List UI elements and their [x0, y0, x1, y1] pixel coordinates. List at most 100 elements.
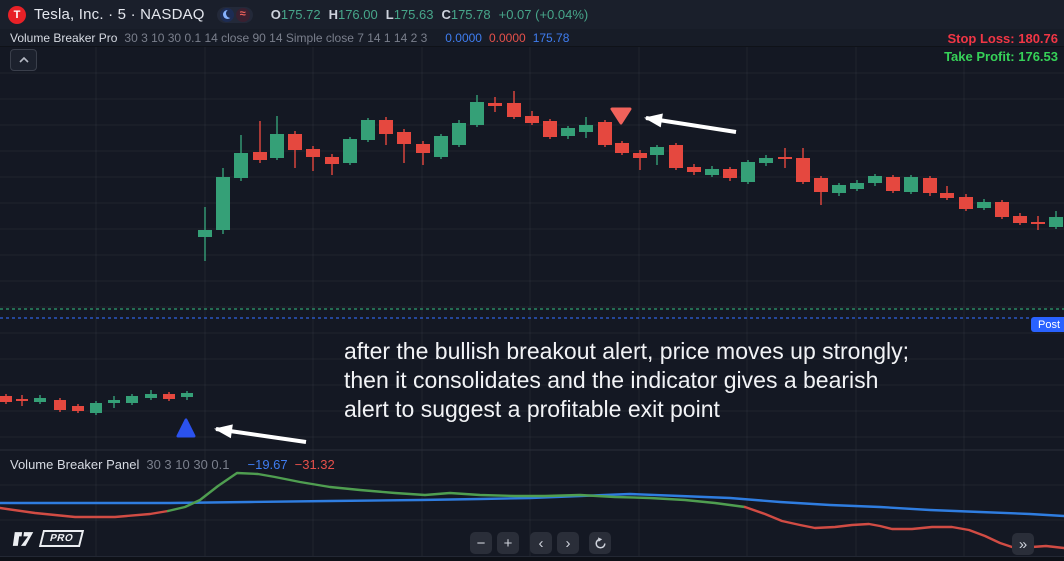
low-label: L [385, 7, 394, 22]
candle-body [940, 193, 954, 198]
reset-chart-button[interactable] [589, 532, 611, 554]
candle-body [687, 167, 701, 172]
panel-line-red-right [743, 505, 1064, 550]
level-lines [0, 308, 1064, 319]
symbol-toolbar: T Tesla, Inc. · 5 · NASDAQ ≈ O175.72 H17… [0, 0, 1064, 29]
candle-body [72, 406, 84, 411]
candle-body [832, 185, 846, 193]
candle-body [525, 116, 539, 123]
tesla-logo-icon: T [8, 5, 26, 24]
stop-loss-label: Stop Loss: 180.76 [947, 31, 1058, 46]
candle-body [959, 197, 973, 209]
main-candles [198, 91, 1063, 261]
candle-body [234, 153, 248, 178]
candle-body [198, 230, 212, 237]
zoom-in-button[interactable]: + [497, 532, 519, 554]
candle-body [1031, 222, 1045, 224]
take-profit-label: Take Profit: 176.53 [944, 49, 1058, 64]
panel-line-red-left [0, 506, 170, 519]
candle-body [904, 177, 918, 192]
candle-body [796, 158, 810, 182]
indicator-value-1: 0.0000 [445, 30, 482, 45]
market-status-pill[interactable]: ≈ [216, 6, 253, 23]
candle-body [452, 123, 466, 145]
candle-body [850, 183, 864, 189]
candle-body [361, 120, 375, 140]
candle-body [814, 178, 828, 192]
indicator-legend-row: Volume Breaker Pro 30 3 10 30 0.1 14 clo… [0, 29, 1064, 47]
indicator-name[interactable]: Volume Breaker Pro [10, 30, 118, 45]
change-value: +0.07 (+0.04%) [498, 7, 589, 22]
mini-candles [0, 390, 193, 415]
annotation-line-1: after the bullish breakout alert, price … [344, 338, 910, 364]
reset-icon [594, 536, 606, 549]
candle-body [126, 396, 138, 403]
panel-name[interactable]: Volume Breaker Panel [10, 457, 140, 472]
candle-body [1049, 217, 1063, 227]
candle-body [288, 134, 302, 150]
candle-body [416, 144, 430, 153]
candle-body [163, 394, 175, 399]
candle-body [615, 143, 629, 153]
annotation-arrow [644, 113, 737, 134]
candle-body [145, 394, 157, 398]
panel-line-blue [0, 492, 1064, 518]
high-value: 176.00 [337, 7, 378, 22]
scroll-to-realtime-button[interactable]: » [1012, 533, 1034, 555]
panel-value-1: −19.67 [247, 457, 288, 472]
panel-legend-row: Volume Breaker Panel 30 3 10 30 0.1 −19.… [10, 457, 335, 472]
indicator-params: 30 3 10 30 0.1 14 close 90 14 Simple clo… [124, 30, 428, 45]
candle-body [216, 177, 230, 230]
tradingview-logo[interactable]: PRO [12, 530, 85, 547]
candle-body [379, 120, 393, 134]
low-value: 175.63 [393, 7, 434, 22]
annotation-line-3: alert to suggest a profitable exit point [344, 396, 720, 422]
close-value: 175.78 [450, 7, 491, 22]
panel-value-2: −31.32 [294, 457, 335, 472]
chevron-up-icon [18, 56, 29, 63]
candle-body [633, 153, 647, 158]
candle-body [759, 158, 773, 163]
pan-left-button[interactable]: ‹ [530, 532, 552, 554]
candle-body [650, 147, 664, 155]
candle-body [108, 400, 120, 403]
tradingview-mark-icon [12, 531, 34, 546]
moon-icon [219, 7, 234, 22]
candle-body [507, 103, 521, 117]
candle-body [397, 132, 411, 144]
candle-body [270, 134, 284, 158]
panel-lines [0, 471, 1064, 550]
annotation-text: after the bullish breakout alert, price … [344, 337, 909, 424]
candle-body [598, 122, 612, 145]
ohlc-readout: O175.72 H176.00 L175.63 C175.78 +0.07 (+… [271, 7, 589, 22]
pro-badge: PRO [38, 530, 85, 547]
symbol-title[interactable]: Tesla, Inc. · 5 · NASDAQ [34, 6, 205, 23]
collapse-legend-button[interactable] [10, 49, 37, 71]
candle-body [306, 149, 320, 157]
candle-body [470, 102, 484, 125]
candle-body [923, 178, 937, 193]
triangle-down-marker [610, 107, 632, 125]
candle-body [1013, 216, 1027, 223]
candle-body [723, 169, 737, 178]
candle-body [34, 398, 46, 402]
approx-icon: ≈ [235, 7, 250, 22]
candle-body [995, 202, 1009, 217]
triangle-up-marker [176, 418, 196, 438]
candle-body [543, 121, 557, 137]
candle-body [343, 139, 357, 163]
panel-params: 30 3 10 30 0.1 [146, 457, 230, 472]
high-label: H [328, 7, 338, 22]
candle-body [488, 103, 502, 106]
zoom-out-button[interactable]: − [470, 532, 492, 554]
close-label: C [441, 7, 451, 22]
candle-body [90, 403, 102, 413]
signal-markers [176, 107, 632, 438]
post-button[interactable]: Post [1031, 317, 1064, 332]
candle-body [325, 157, 339, 164]
candle-body [886, 177, 900, 191]
pan-right-button[interactable]: › [557, 532, 579, 554]
panel-line-green [166, 471, 747, 513]
